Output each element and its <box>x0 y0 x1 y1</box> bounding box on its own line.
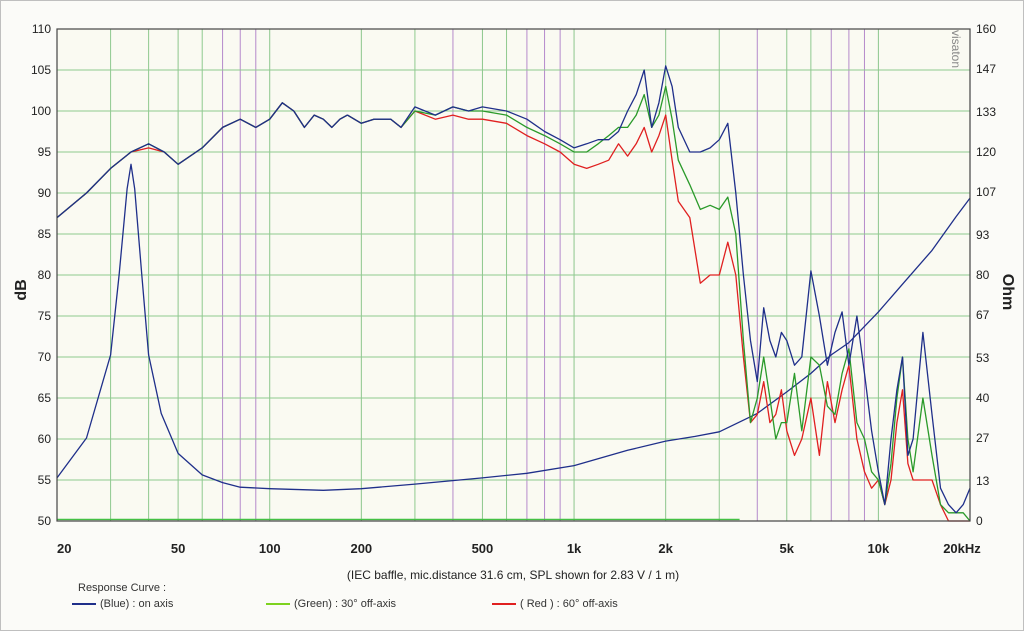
y-tick-label-left: 105 <box>31 63 51 77</box>
x-tick-label: 10k <box>868 541 890 556</box>
y-tick-label-right: 147 <box>976 62 996 76</box>
watermark: visaton <box>949 30 963 68</box>
y-tick-label-right: 0 <box>976 514 983 528</box>
y-tick-label-right: 67 <box>976 308 990 322</box>
legend-swatch-blue <box>72 603 96 605</box>
y-tick-label-left: 100 <box>31 104 51 118</box>
grid <box>56 28 971 522</box>
y-axis-label-right: Ohm <box>999 274 1016 310</box>
x-tick-label: 20kHz <box>943 541 981 556</box>
y-tick-label-left: 110 <box>32 22 51 36</box>
y-tick-label-left: 80 <box>38 268 52 282</box>
legend-item-red: ( Red ) : 60° off-axis <box>492 598 618 610</box>
y-tick-label-right: 93 <box>976 228 990 242</box>
x-tick-label: 50 <box>171 541 185 556</box>
x-tick-label: 2k <box>658 541 673 556</box>
legend-label-blue: (Blue) : on axis <box>100 598 174 610</box>
x-tick-label: 500 <box>472 541 494 556</box>
chart-caption: (IEC baffle, mic.distance 31.6 cm, SPL s… <box>347 568 679 582</box>
legend-title: Response Curve : <box>78 582 167 594</box>
y-tick-label-left: 85 <box>38 227 52 241</box>
x-tick-label: 100 <box>259 541 281 556</box>
x-tick-label: 5k <box>780 541 795 556</box>
y-tick-label-left: 65 <box>38 391 52 405</box>
y-tick-label-right: 53 <box>976 351 990 365</box>
y-tick-label-left: 50 <box>38 514 52 528</box>
x-tick-label: 1k <box>567 541 582 556</box>
y-tick-label-left: 55 <box>38 473 52 487</box>
y-tick-label-left: 70 <box>38 350 52 364</box>
plot-border <box>56 28 971 522</box>
y-tick-label-left: 60 <box>38 432 52 446</box>
legend-label-green: (Green) : 30° off-axis <box>294 598 397 610</box>
series-layer <box>56 65 971 522</box>
y-tick-label-right: 80 <box>976 268 990 282</box>
x-tick-label: 200 <box>350 541 372 556</box>
y-tick-label-right: 27 <box>976 431 990 445</box>
y-tick-label-left: 95 <box>38 145 52 159</box>
series-line-3 <box>56 163 971 491</box>
y-tick-label-left: 90 <box>38 186 52 200</box>
axis-layer: 50 55 60 65 70 75 80 85 90 95 100 105 110 0 13 27 40 53 67… <box>31 22 996 556</box>
y-tick-label-right: 107 <box>976 185 996 199</box>
y-tick-label-right: 40 <box>976 391 990 405</box>
y-tick-label-right: 133 <box>976 105 996 119</box>
y-tick-label-right: 120 <box>976 145 996 159</box>
y-tick-label-right: 13 <box>976 474 990 488</box>
y-tick-label-right: 160 <box>976 22 996 36</box>
legend-item-blue: (Blue) : on axis <box>72 598 173 610</box>
legend-swatch-red <box>492 603 516 605</box>
legend-label-red: ( Red ) : 60° off-axis <box>520 598 618 610</box>
legend-swatch-green <box>266 603 290 605</box>
y-tick-label-left: 75 <box>38 309 52 323</box>
y-axis-label-left: dB <box>13 279 30 300</box>
x-tick-label: 20 <box>57 541 71 556</box>
series-line-0 <box>56 65 971 514</box>
legend-item-green: (Green) : 30° off-axis <box>266 598 396 610</box>
